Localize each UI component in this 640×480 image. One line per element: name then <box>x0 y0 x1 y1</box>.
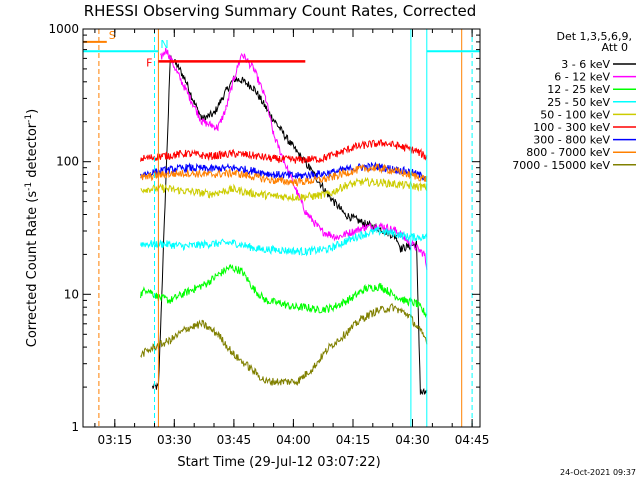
x-tick-label-2: 03:30 <box>157 433 192 447</box>
legend-label-100-300-kev-kev: 100 - 300 keV <box>533 121 610 134</box>
legend-header-line-1: Det 1,3,5,6,9, <box>556 30 632 43</box>
y-axis-label-sup-2: -1 <box>24 114 34 123</box>
series-line-50-100-kev-kev <box>140 176 428 202</box>
legend-label-50-100-kev-kev: 50 - 100 keV <box>540 108 610 121</box>
y-axis-label-main: Corrected Count Rate (s <box>25 191 40 348</box>
y-tick-label-4: 1000 <box>48 22 79 36</box>
chart-title: RHESSI Observing Summary Count Rates, Co… <box>84 2 477 20</box>
generation-timestamp: 24-Oct-2021 09:37 <box>560 468 636 477</box>
series-line-12-25-kev-kev <box>140 263 428 319</box>
y-axis-label-mid: detector <box>25 122 40 182</box>
y-axis-label: Corrected Count Rate (s-1 detector-1) <box>24 109 40 347</box>
x-tick-label-4: 04:00 <box>276 433 311 447</box>
legend-label-800-7000-kev-kev: 800 - 7000 keV <box>526 146 610 159</box>
y-axis: 1 10 100 1000 <box>48 22 480 434</box>
annotation-label-n: N <box>160 38 168 51</box>
x-tick-label-7: 04:45 <box>455 433 490 447</box>
series-line-100-300-kev-kev <box>140 139 428 164</box>
annotation-label-s: S <box>109 29 116 42</box>
x-tick-label-5: 04:15 <box>336 433 371 447</box>
legend-header-line-2: Att 0 <box>602 41 628 54</box>
series-line-7000-15000-kev-kev <box>140 302 428 387</box>
y-axis-label-sup-1: -1 <box>24 182 34 191</box>
x-axis-label: Start Time (29-Jul-12 03:07:22) <box>177 455 380 470</box>
plot-frame <box>82 28 481 428</box>
legend-label-3-6-kev-kev: 3 - 6 keV <box>561 58 610 71</box>
y-tick-label-2: 10 <box>64 287 79 301</box>
series-layer <box>140 47 428 395</box>
x-tick-label-6: 04:30 <box>395 433 430 447</box>
x-axis: 03:15 03:30 03:45 04:00 04:15 04:30 04:45 <box>94 29 490 447</box>
plot-area: S NF <box>83 29 480 427</box>
legend-label-12-25-kev-kev: 12 - 25 keV <box>547 83 610 96</box>
series-line-800-7000-kev-kev <box>140 163 428 187</box>
legend-label-25-50-kev-kev: 25 - 50 keV <box>547 96 610 109</box>
series-line-25-50-kev-kev <box>140 225 428 257</box>
x-tick-label-3: 03:45 <box>217 433 252 447</box>
y-axis-label-end: ) <box>25 109 40 114</box>
y-tick-label-3: 100 <box>56 155 79 169</box>
legend-label-300-800-kev-kev: 300 - 800 keV <box>533 134 610 147</box>
annotation-label-f: F <box>146 56 152 69</box>
legend-label-7000-15000-kev-kev: 7000 - 15000 keV <box>512 159 610 172</box>
legend-label-6-12-kev-kev: 6 - 12 keV <box>554 71 610 84</box>
x-tick-label-1: 03:15 <box>98 433 133 447</box>
y-tick-label-1: 1 <box>71 420 79 434</box>
annotation-layer: S NF <box>83 29 480 69</box>
marker-layer <box>98 29 473 427</box>
